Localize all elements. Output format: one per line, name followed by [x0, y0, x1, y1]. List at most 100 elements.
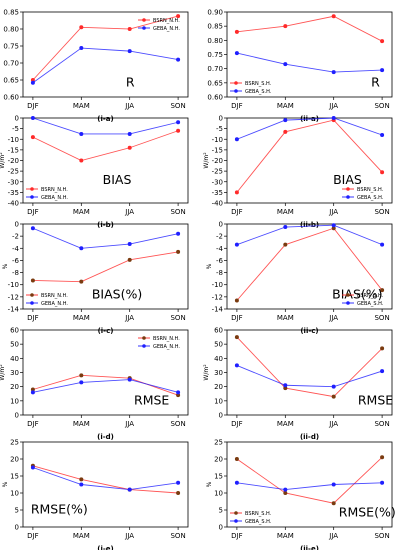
legend-swatch-marker [346, 301, 350, 305]
x-tick-label: SON [374, 420, 389, 428]
legend-swatch-marker [30, 195, 34, 199]
plot-frame [226, 441, 393, 528]
panel-caption: (i-e) [97, 545, 113, 550]
legend: BSRN_S.H. GEBA_S.H. [342, 187, 384, 201]
data-point-geba [234, 363, 239, 368]
x-tick-label: SON [170, 208, 185, 216]
data-point-bsrn [79, 25, 84, 30]
y-tick-label: 10 [214, 397, 223, 405]
panel-title: R [126, 75, 135, 90]
x-tick-label: SON [374, 208, 389, 216]
y-tick-label: -30 [8, 178, 19, 186]
data-point-geba [234, 51, 239, 56]
data-point-bsrn [79, 373, 84, 378]
data-point-bsrn [79, 477, 84, 482]
panel-caption: (ii-b) [300, 221, 319, 229]
x-tick-label: JJA [328, 208, 338, 216]
y-tick-label: -10 [8, 281, 19, 289]
y-tick-label: -4 [12, 245, 20, 253]
y-tick-label: -2 [12, 233, 19, 241]
data-point-geba [331, 482, 336, 487]
y-tick-label: 5 [219, 507, 223, 515]
data-point-geba [30, 390, 35, 395]
y-tick-label: 20 [214, 456, 223, 464]
chart-panel-ii-e: 0 5 10 15 20 25 DJF MAM JJA SON% RMSE(%) (ii-e) BSRN… [206, 439, 396, 550]
series-line-bsrn [32, 251, 179, 283]
y-tick-label: -40 [212, 200, 223, 208]
legend-label: GEBA_N.H. [153, 344, 180, 350]
x-tick-label: JJA [328, 420, 338, 428]
legend-label: BSRN_N.H. [153, 336, 180, 342]
y-tick-label: -4 [216, 245, 224, 253]
legend: BSRN_S.H. GEBA_S.H. [230, 81, 272, 95]
x-tick-label: MAM [73, 102, 90, 110]
data-point-geba [283, 225, 288, 230]
y-tick-label: 10 [10, 397, 19, 405]
legend-label: BSRN_S.H. [357, 187, 384, 193]
data-point-bsrn [331, 14, 336, 19]
y-tick-label: 40 [10, 355, 19, 363]
y-tick-label: 0.60 [3, 94, 19, 102]
series-line-geba [32, 47, 179, 84]
y-tick-label: 0.80 [207, 37, 223, 45]
data-point-geba [127, 487, 132, 492]
y-tick-label: 15 [10, 473, 19, 481]
data-point-geba [176, 480, 181, 485]
data-point-bsrn [176, 393, 181, 398]
panel-caption: (ii-e) [300, 545, 319, 550]
plot-frame [226, 223, 393, 310]
x-tick-label: JJA [328, 314, 338, 322]
panel-title: BIAS(%) [332, 287, 382, 302]
x-tick-label: SON [170, 102, 185, 110]
plot-frame [22, 441, 189, 528]
data-point-bsrn [283, 24, 288, 29]
y-tick-label: 40 [214, 355, 223, 363]
series-line-geba [32, 227, 179, 249]
y-tick-label: 0 [219, 412, 223, 420]
data-point-bsrn [30, 387, 35, 392]
legend: BSRN_N.H. GEBA_N.H. [26, 293, 68, 307]
legend-swatch-marker [234, 81, 238, 85]
legend-label: BSRN_N.H. [41, 293, 68, 299]
data-point-bsrn [234, 457, 239, 461]
x-tick-label: DJF [27, 208, 38, 216]
x-tick-label: SON [374, 532, 389, 540]
y-tick-label: -20 [8, 157, 19, 165]
y-tick-label: -15 [8, 146, 19, 154]
series-line-geba [236, 365, 383, 388]
data-point-geba [127, 131, 132, 136]
data-point-geba [380, 480, 385, 485]
legend-swatch-marker [30, 293, 34, 297]
data-point-bsrn [331, 501, 336, 506]
y-tick-label: 30 [214, 369, 223, 377]
series-line-bsrn [32, 130, 179, 161]
data-point-bsrn [176, 128, 181, 133]
y-tick-label: 15 [214, 473, 223, 481]
panel-title: BIAS(%) [92, 287, 142, 302]
legend-label: GEBA_N.H. [41, 301, 68, 307]
data-point-bsrn [127, 27, 132, 31]
y-tick-label: 0.65 [207, 79, 223, 87]
series-line-geba [32, 117, 179, 135]
panel-title: RMSE [358, 393, 393, 408]
y-tick-label: -40 [8, 200, 19, 208]
y-tick-label: 20 [10, 383, 19, 391]
data-point-geba [283, 383, 288, 388]
legend-swatch-marker [346, 293, 350, 297]
panel-title: BIAS [333, 172, 362, 187]
data-point-bsrn [380, 170, 385, 175]
y-tick-label: 0.80 [3, 26, 19, 34]
series-line-geba [236, 224, 383, 246]
legend-label: GEBA_S.H. [245, 519, 272, 525]
series-line-bsrn [236, 15, 383, 42]
data-point-bsrn [79, 279, 84, 284]
data-point-geba [79, 246, 84, 251]
series-line-bsrn [32, 374, 179, 396]
y-tick-label: 0 [15, 524, 19, 532]
y-tick-label: -6 [12, 257, 20, 265]
x-tick-label: JJA [328, 532, 338, 540]
y-tick-label: -5 [216, 125, 223, 133]
series-line-bsrn [236, 227, 383, 301]
y-axis-label: % [206, 481, 213, 487]
panel-caption: (ii-d) [300, 433, 319, 441]
